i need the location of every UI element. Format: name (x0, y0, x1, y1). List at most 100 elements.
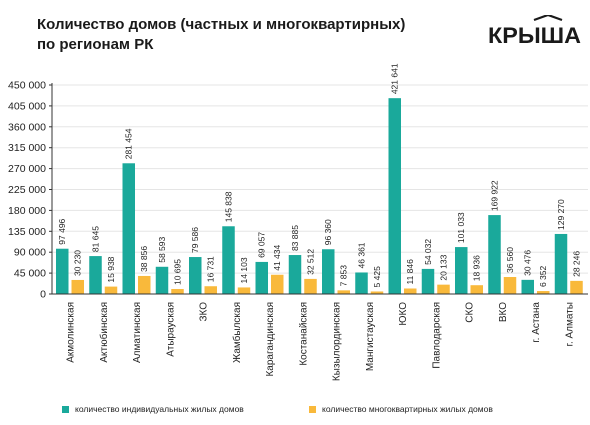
value-label-individual: 145 838 (224, 191, 234, 222)
bar-apartment (138, 275, 151, 294)
bar-individual (521, 279, 534, 294)
x-tick-label: г. Астана (531, 302, 542, 343)
bar-apartment (570, 280, 583, 294)
x-tick-label: Мангистауская (365, 302, 376, 371)
value-label-apartment: 32 512 (306, 249, 316, 275)
bar-apartment (71, 279, 84, 294)
value-label-individual: 129 270 (556, 199, 566, 230)
y-tick-label: 450 000 (8, 80, 46, 92)
bar-apartment (237, 287, 251, 294)
value-label-apartment: 7 853 (339, 265, 349, 287)
bar-individual (155, 266, 169, 294)
chart-title: Количество домов (частных и многоквартир… (37, 15, 405, 55)
value-label-individual: 169 922 (490, 180, 500, 211)
x-tick-label: ЗКО (199, 302, 210, 322)
y-tick-label: 360 000 (8, 121, 46, 133)
bar-apartment (204, 286, 217, 294)
y-tick-label: 315 000 (8, 142, 46, 154)
value-label-apartment: 38 856 (139, 246, 149, 272)
bar-apartment (470, 285, 483, 294)
bar-individual (255, 261, 268, 294)
bar-apartment (271, 274, 284, 294)
value-label-apartment: 36 560 (505, 247, 515, 273)
x-tick-label: Костанайская (298, 302, 309, 366)
y-tick-label: 270 000 (8, 163, 46, 175)
bar-apartment (104, 286, 118, 294)
value-label-apartment: 28 246 (572, 251, 582, 277)
x-tick-label: ВКО (498, 302, 509, 322)
bar-individual (89, 256, 102, 294)
bar-individual (222, 226, 235, 294)
bar-apartment (304, 278, 317, 294)
value-label-individual: 421 641 (390, 63, 400, 94)
x-tick-label: Жамбылская (231, 302, 243, 363)
x-tick-label: Кызылординская (332, 302, 343, 381)
value-label-apartment: 10 695 (173, 259, 183, 285)
bar-apartment (171, 289, 184, 294)
bar-individual (388, 98, 401, 295)
legend-label-individual: количество индивидуальных жилых домов (75, 404, 244, 414)
value-label-individual: 79 586 (190, 227, 200, 253)
value-label-apartment: 15 938 (106, 256, 116, 282)
value-label-individual: 281 454 (124, 128, 134, 159)
value-label-individual: 58 593 (157, 237, 167, 263)
bar-individual (56, 248, 69, 294)
legend-label-apartment: количество многоквартирных жилых домов (322, 404, 493, 414)
value-label-apartment: 41 434 (272, 244, 282, 270)
x-tick-label: Акмолинская (66, 302, 77, 363)
bar-chart: 0 45 000 90 000 135 000 180 000 225 000 270 00… (8, 63, 588, 382)
krysha-logo: КРЫША (488, 15, 581, 47)
x-axis-labels: Акмолинская Актюбинская Алматинская Атыраус… (66, 302, 576, 382)
y-tick-label: 90 000 (14, 247, 46, 259)
y-tick-label: 135 000 (8, 226, 46, 238)
chart-title-line2: по регионам РК (37, 36, 154, 53)
value-label-apartment: 11 846 (405, 259, 415, 285)
bar-apartment (437, 284, 450, 294)
x-tick-label: СКО (465, 302, 476, 323)
logo-text: КРЫША (488, 23, 581, 47)
bar-apartment (503, 277, 517, 294)
value-label-individual: 30 476 (523, 250, 533, 276)
bar-individual (355, 272, 368, 294)
value-label-apartment: 18 936 (472, 255, 482, 281)
logo-roof-icon (533, 15, 563, 22)
value-label-apartment: 5 425 (372, 266, 382, 288)
y-tick-label: 405 000 (8, 100, 46, 112)
x-tick-label: Павлодарская (431, 302, 442, 369)
legend-individual: количество индивидуальных жилых домов (62, 404, 244, 414)
x-tick-label: Карагандинская (265, 302, 276, 377)
chart-title-line1: Количество домов (частных и многоквартир… (37, 16, 406, 33)
legend-apartment: количество многоквартирных жилых домов (309, 404, 493, 414)
value-label-individual: 81 645 (91, 226, 101, 252)
legend-swatch-apartment (309, 406, 316, 413)
value-label-individual: 54 032 (423, 239, 433, 265)
value-label-apartment: 20 133 (439, 254, 449, 280)
bar-individual (288, 255, 302, 294)
value-label-apartment: 6 352 (538, 266, 548, 288)
value-labels: 97 496 30 230 81 645 15 938 281 454 38 856 58 … (57, 63, 581, 287)
y-tick-label: 225 000 (8, 184, 46, 196)
value-label-individual: 69 057 (257, 232, 267, 258)
bar-apartment (404, 288, 417, 294)
value-label-apartment: 14 103 (239, 257, 249, 283)
bars (56, 98, 583, 295)
y-tick-label: 180 000 (8, 205, 46, 217)
x-tick-label: Актюбинская (98, 302, 110, 363)
y-tick-label: 45 000 (14, 268, 46, 280)
value-label-individual: 97 496 (57, 218, 67, 244)
value-label-apartment: 16 731 (206, 256, 216, 282)
legend-swatch-individual (62, 406, 69, 413)
y-tick-label: 0 (40, 289, 46, 301)
value-label-individual: 101 033 (456, 212, 466, 243)
x-tick-label: г. Алматы (564, 302, 575, 346)
bar-apartment (337, 290, 350, 294)
bar-individual (189, 257, 202, 294)
x-tick-label: Алматинская (132, 302, 143, 363)
value-label-apartment: 30 230 (73, 250, 83, 276)
bar-individual (455, 247, 468, 294)
bar-individual (421, 268, 435, 294)
bar-apartment (537, 291, 550, 294)
y-axis-ticks: 0 45 000 90 000 135 000 180 000 225 000 270 00… (8, 80, 52, 301)
value-label-individual: 83 885 (290, 225, 300, 251)
x-tick-label: ЮКО (398, 302, 409, 326)
